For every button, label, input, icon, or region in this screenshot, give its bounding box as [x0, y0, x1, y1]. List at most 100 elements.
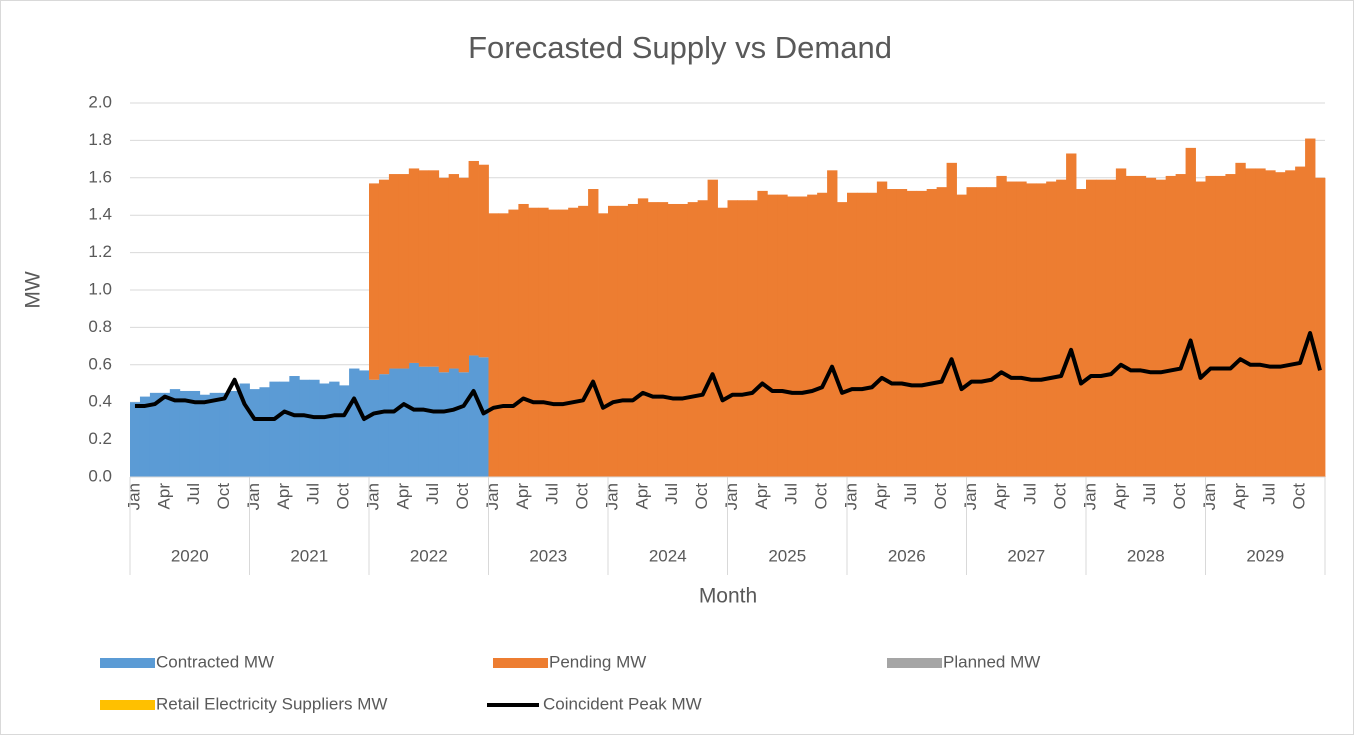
x-tick-label: Jul	[184, 483, 203, 505]
bar	[617, 205, 629, 477]
bar	[807, 194, 818, 477]
bar	[876, 181, 888, 478]
bar	[847, 192, 858, 477]
x-tick-label: Apr	[513, 483, 532, 510]
bar	[886, 189, 898, 477]
bar	[209, 392, 221, 477]
legend-label: Retail Electricity Suppliers MW	[156, 694, 387, 713]
bar	[1315, 177, 1326, 478]
x-tick-label: Jul	[1021, 483, 1040, 505]
x-tick-label: Jan	[483, 483, 502, 510]
bar	[269, 381, 280, 477]
bar	[239, 383, 250, 477]
bar	[1046, 181, 1057, 478]
bar	[388, 368, 400, 477]
year-label: 2025	[768, 546, 806, 565]
bar	[309, 379, 320, 477]
legend-label: Contracted MW	[156, 652, 274, 671]
legend-swatch	[493, 658, 548, 668]
bar	[159, 392, 171, 477]
bar	[657, 202, 669, 478]
bar	[627, 203, 639, 478]
bar	[986, 187, 997, 477]
bar	[299, 379, 310, 477]
bar	[866, 192, 878, 477]
bar	[1205, 175, 1216, 477]
y-tick-label: 0.8	[88, 317, 112, 336]
legend-label: Planned MW	[943, 652, 1040, 671]
bar	[1265, 170, 1276, 477]
x-tick-label: Jul	[901, 483, 920, 505]
y-tick-label: 0.2	[88, 429, 112, 448]
bar	[219, 392, 230, 477]
year-label: 2023	[529, 546, 567, 565]
bar	[647, 202, 659, 478]
x-tick-label: Jul	[543, 483, 562, 505]
x-tick-label: Oct	[931, 483, 950, 510]
bar	[488, 213, 499, 477]
line	[134, 331, 1322, 422]
bar	[1006, 181, 1017, 478]
bar	[408, 362, 420, 477]
bar	[667, 203, 679, 478]
bar	[737, 200, 748, 478]
bar	[448, 368, 460, 477]
bar	[169, 389, 181, 477]
bar	[408, 168, 420, 363]
bar	[996, 175, 1007, 477]
x-tick-label: Apr	[632, 483, 651, 510]
bar	[1066, 153, 1077, 478]
bar	[1115, 168, 1127, 477]
x-tick-label: Jan	[841, 483, 860, 510]
bar	[448, 174, 460, 369]
x-tick-label: Apr	[991, 483, 1010, 510]
x-tick-label: Oct	[692, 483, 711, 510]
x-tick-label: Oct	[812, 483, 831, 510]
bar	[707, 179, 718, 478]
bar	[687, 202, 699, 478]
bar	[1145, 177, 1157, 478]
legend-swatch	[100, 700, 155, 710]
bar	[359, 370, 370, 477]
x-tick-label: Oct	[1290, 483, 1309, 510]
bar	[458, 372, 469, 477]
bar	[727, 200, 738, 478]
bar	[767, 194, 778, 477]
bar	[249, 389, 260, 477]
year-label: 2029	[1246, 546, 1284, 565]
bar	[1215, 175, 1226, 477]
bar	[1235, 162, 1246, 477]
bar	[179, 390, 191, 477]
y-tick-label: 1.6	[88, 167, 112, 186]
bar	[259, 387, 270, 477]
x-tick-label: Oct	[334, 483, 353, 510]
bar	[1056, 179, 1067, 478]
bar	[976, 187, 987, 477]
year-label: 2022	[410, 546, 448, 565]
bar	[319, 383, 330, 477]
bar	[398, 174, 410, 369]
y-tick-label: 1.8	[88, 130, 112, 149]
bar	[1105, 179, 1117, 478]
bar	[1086, 179, 1097, 478]
bar	[936, 187, 947, 477]
x-tick-label: Apr	[1230, 483, 1249, 510]
bar	[498, 213, 509, 477]
bar	[777, 194, 788, 477]
bar	[558, 209, 569, 477]
bar	[1165, 175, 1177, 477]
bar	[1016, 181, 1027, 478]
y-axis-title: MW	[22, 271, 45, 308]
bar	[1245, 168, 1256, 477]
bar	[797, 196, 808, 477]
x-tick-label: Oct	[573, 483, 592, 510]
bar	[697, 200, 708, 478]
year-label: 2026	[888, 546, 926, 565]
bar	[1125, 175, 1137, 477]
bar	[1036, 183, 1047, 477]
x-tick-label: Jul	[1260, 483, 1279, 505]
bar	[717, 207, 728, 477]
bar	[349, 368, 360, 477]
bar	[378, 374, 390, 477]
x-tick-label: Jan	[1200, 483, 1219, 510]
